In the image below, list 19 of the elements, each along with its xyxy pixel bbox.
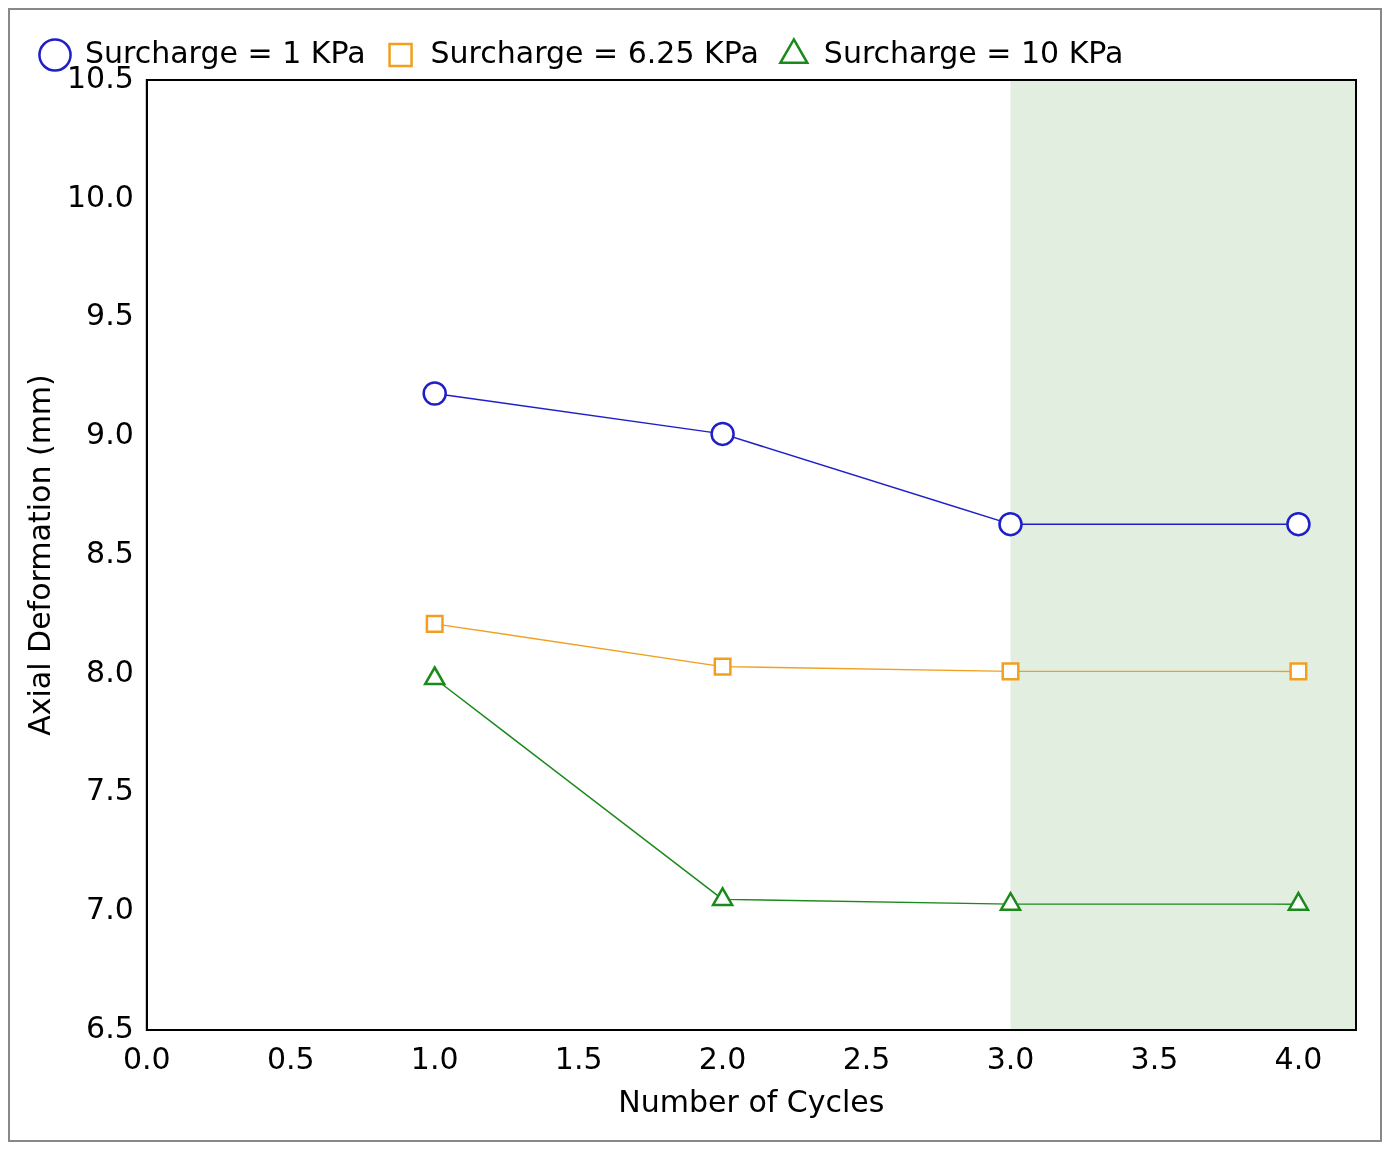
y-axis-title: Axial Deformation (mm) — [21, 374, 57, 736]
x-tick-label: 1.5 — [554, 1040, 603, 1076]
x-tick-label: 3.0 — [986, 1040, 1035, 1076]
x-tick-label: 2.5 — [842, 1040, 891, 1076]
legend-label: Surcharge = 6.25 KPa — [430, 34, 759, 70]
x-tick-label: 1.0 — [410, 1040, 459, 1076]
y-tick-label: 10.0 — [67, 178, 134, 214]
x-axis-title: Number of Cycles — [618, 1083, 885, 1119]
x-tick-label: 2.0 — [698, 1040, 747, 1076]
y-tick-label: 7.5 — [86, 772, 134, 808]
y-tick-label: 8.0 — [86, 653, 134, 689]
x-tick-label: 0.5 — [266, 1040, 315, 1076]
y-tick-label: 9.0 — [86, 416, 134, 452]
y-tick-label: 8.5 — [86, 534, 134, 570]
x-tick-label: 3.5 — [1130, 1040, 1179, 1076]
y-tick-label: 9.5 — [86, 297, 134, 333]
legend-label: Surcharge = 10 KPa — [823, 34, 1124, 70]
x-tick-label: 4.0 — [1274, 1040, 1323, 1076]
y-tick-label: 7.0 — [86, 891, 134, 927]
